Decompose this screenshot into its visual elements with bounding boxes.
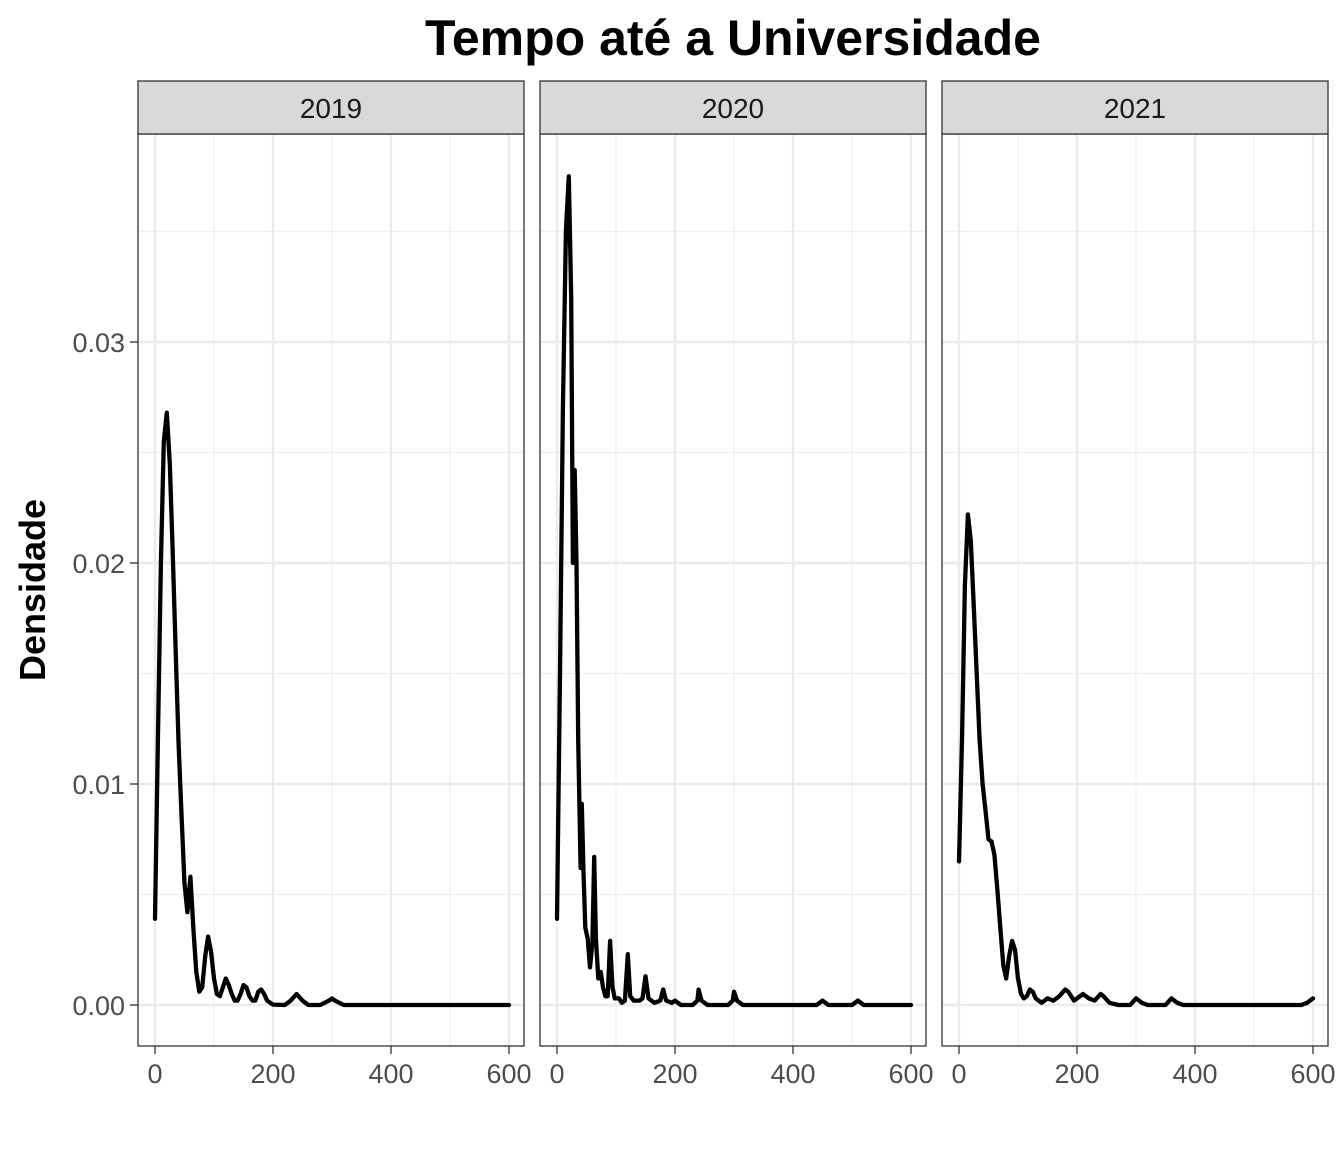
facet-strip-label: 2021: [1104, 93, 1166, 124]
y-axis-label: Densidade: [12, 499, 53, 681]
y-axis: 0.00 0.01 0.02 0.03: [72, 328, 138, 1021]
facet-panels: 2019 0 200 400 600 2020 0 200 400 600 2021 0 200 400 6…: [137, 80, 1336, 1089]
chart-title: Tempo até a Universidade: [425, 10, 1041, 66]
x-tick-label: 0: [549, 1059, 564, 1089]
density-line-2021: [956, 512, 1316, 1008]
facet-panel-2019: 2019 0 200 400 600: [137, 80, 532, 1089]
x-tick-label: 600: [1290, 1059, 1335, 1089]
y-tick-label: 0.02: [72, 549, 125, 579]
x-tick-label: 200: [1054, 1059, 1099, 1089]
density-line-2019: [152, 410, 512, 1008]
x-tick-label: 400: [770, 1059, 815, 1089]
x-tick-label: 400: [368, 1059, 413, 1089]
x-tick-label: 0: [147, 1059, 162, 1089]
x-tick-label: 0: [951, 1059, 966, 1089]
y-tick-label: 0.01: [72, 770, 125, 800]
facet-strip-label: 2019: [300, 93, 362, 124]
x-tick-label: 600: [888, 1059, 933, 1089]
facet-strip: [941, 80, 1329, 135]
facet-panel-2021: 2021 0 200 400 600: [941, 80, 1336, 1089]
facet-strip-label: 2020: [702, 93, 764, 124]
panel-background: [540, 134, 926, 1046]
y-tick-label: 0.03: [72, 328, 125, 358]
x-tick-label: 400: [1172, 1059, 1217, 1089]
facet-strip: [137, 80, 525, 135]
density-line-2020: [554, 174, 914, 1008]
x-tick-label: 200: [652, 1059, 697, 1089]
panel-background: [138, 134, 524, 1046]
facet-panel-2020: 2020 0 200 400 600: [539, 80, 934, 1089]
facet-strip: [539, 80, 927, 135]
y-tick-label: 0.00: [72, 991, 125, 1021]
x-tick-label: 200: [250, 1059, 295, 1089]
x-tick-label: 600: [486, 1059, 531, 1089]
